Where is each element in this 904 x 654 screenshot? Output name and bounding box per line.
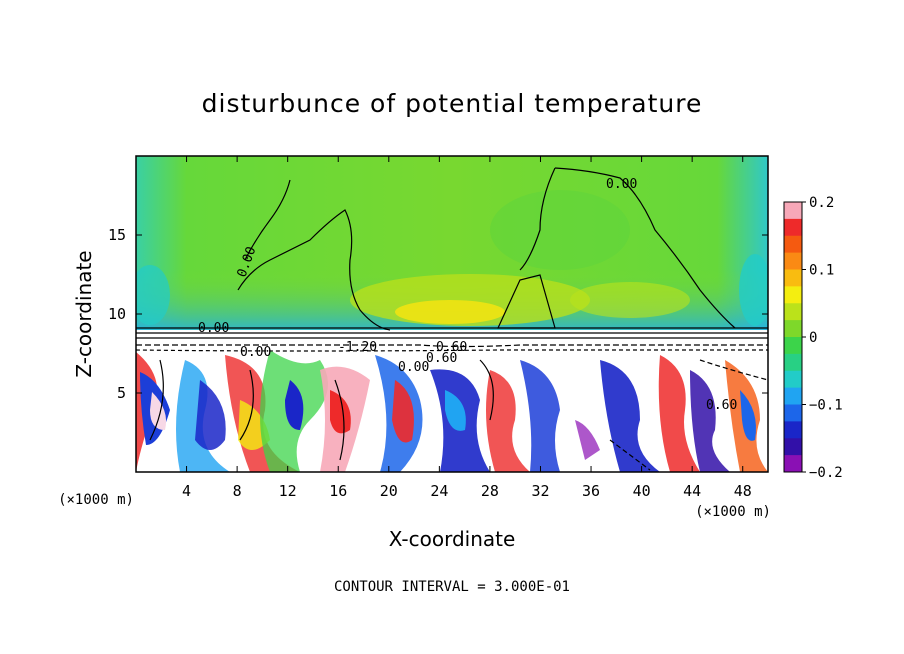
y-axis-label: Z-coordinate bbox=[72, 250, 96, 377]
x-tick-label: 24 bbox=[430, 482, 448, 500]
colorbar-swatch bbox=[784, 252, 802, 270]
colorbar-swatch bbox=[784, 269, 802, 287]
contour-label: 0.00 bbox=[398, 360, 429, 375]
colorbar-swatch bbox=[784, 218, 802, 237]
x-tick-label: 48 bbox=[734, 482, 752, 500]
warm-patch-right bbox=[570, 282, 690, 318]
colorbar-swatch bbox=[784, 370, 802, 389]
colorbar-swatch bbox=[784, 235, 802, 254]
contour-label: -1.20 bbox=[338, 340, 377, 355]
x-tick-label: 28 bbox=[481, 482, 499, 500]
x-axis-unit: (×1000 m) bbox=[695, 504, 771, 520]
x-tick-label: 40 bbox=[633, 482, 651, 500]
cool-patch-mid bbox=[490, 190, 630, 270]
cool-patch-left bbox=[136, 265, 170, 325]
x-tick-label: 44 bbox=[683, 482, 701, 500]
contour-label-group: 0.00 0.00 0.00 0.00 -1.20 0.60 0.60 0.00… bbox=[198, 177, 737, 413]
colorbar-swatch bbox=[784, 455, 802, 473]
colorbar-swatch bbox=[784, 337, 802, 355]
x-tick-label: 4 bbox=[182, 482, 191, 500]
colorbar-tick-label: −0.2 bbox=[809, 465, 843, 481]
contour-label: 0.60 bbox=[436, 340, 467, 355]
colorbar-swatch bbox=[784, 353, 802, 372]
colorbar-ticks: 0.2 0.1 0 −0.1 −0.2 bbox=[802, 195, 843, 481]
colorbar-tick-label: 0.2 bbox=[809, 195, 834, 211]
colorbar-tick-label: 0 bbox=[809, 330, 817, 346]
colorbar-tick-label: 0.1 bbox=[809, 263, 834, 279]
colorbar bbox=[783, 201, 803, 473]
contour-label: 0.60 bbox=[426, 351, 457, 366]
x-tick-label: 12 bbox=[279, 482, 297, 500]
y-axis-unit: (×1000 m) bbox=[58, 492, 134, 508]
cool-patch-right bbox=[739, 254, 768, 326]
y-tick-label: 15 bbox=[108, 226, 126, 244]
contour-label: 0.00 bbox=[606, 177, 637, 192]
y-tick-label: 10 bbox=[108, 305, 126, 323]
x-tick-label: 36 bbox=[582, 482, 600, 500]
colorbar-swatch bbox=[784, 303, 802, 321]
x-tick-label: 8 bbox=[233, 482, 242, 500]
x-axis-label: X-coordinate bbox=[389, 527, 516, 551]
chart-title: disturbunce of potential temperature bbox=[202, 89, 703, 118]
warm-patch-core bbox=[395, 300, 505, 324]
x-axis-ticks: 4 8 12 16 20 24 28 32 36 40 44 48 bbox=[182, 156, 752, 500]
x-tick-label: 32 bbox=[531, 482, 549, 500]
colorbar-swatch bbox=[784, 404, 802, 422]
contour-interval-text: CONTOUR INTERVAL = 3.000E-01 bbox=[334, 579, 570, 595]
contour-label: 0.60 bbox=[706, 398, 737, 413]
colorbar-swatch bbox=[784, 202, 802, 220]
contour-lines bbox=[136, 167, 768, 471]
x-tick-label: 16 bbox=[329, 482, 347, 500]
y-axis-ticks: 5 10 15 bbox=[108, 226, 768, 402]
colorbar-swatch bbox=[784, 387, 802, 405]
contour-label: 0.00 bbox=[240, 345, 271, 360]
colorbar-swatch bbox=[784, 320, 802, 338]
y-tick-label: 5 bbox=[117, 384, 126, 402]
colorbar-tick-label: −0.1 bbox=[809, 398, 843, 414]
contour-label: 0.00 bbox=[198, 321, 229, 336]
x-tick-label: 20 bbox=[380, 482, 398, 500]
colorbar-swatch bbox=[784, 286, 802, 304]
colorbar-swatch bbox=[784, 421, 802, 439]
colorbar-swatch bbox=[784, 438, 802, 456]
plot-field bbox=[136, 156, 768, 472]
turbulent-structures bbox=[136, 350, 768, 472]
